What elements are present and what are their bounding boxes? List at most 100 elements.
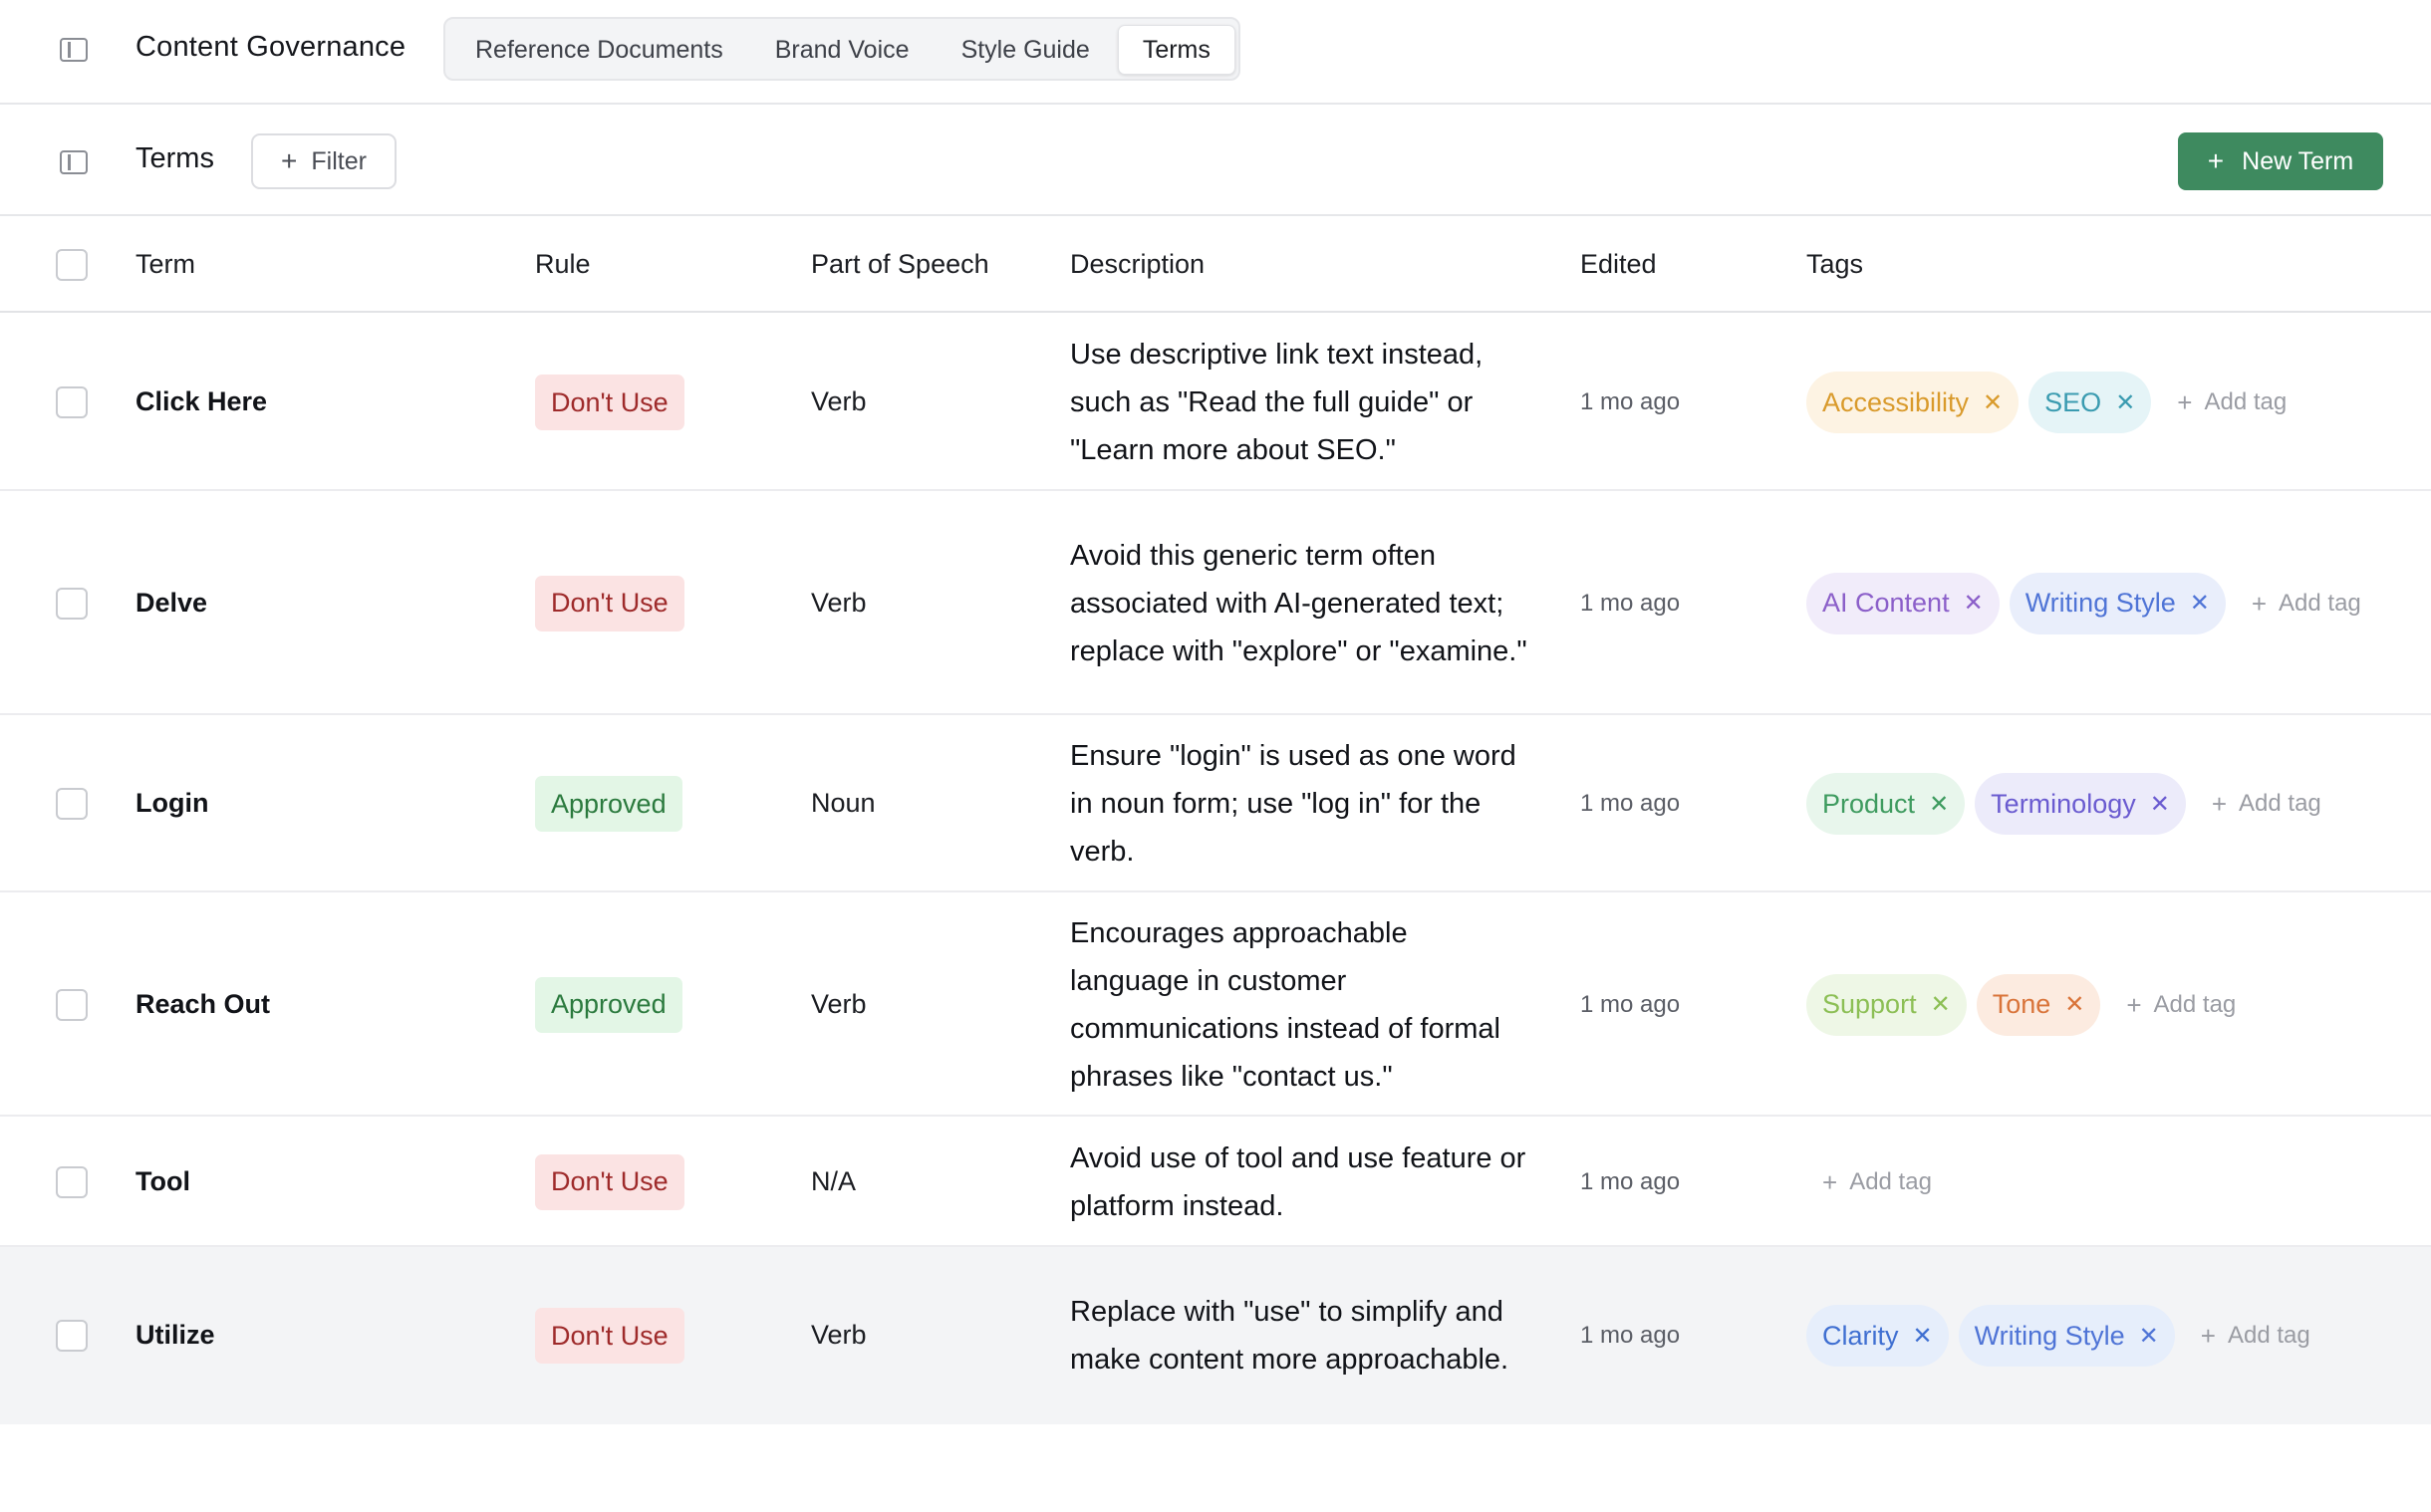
rule-badge: Approved — [535, 776, 682, 832]
table-row[interactable]: Click Here Don't Use Verb Use descriptive l… — [0, 314, 2431, 491]
sidebar-toggle-icon[interactable] — [60, 38, 88, 62]
column-header-tags[interactable]: Tags — [1806, 249, 1864, 279]
term-name[interactable]: Utilize — [135, 1320, 215, 1350]
tag-list: Support ✕ Tone ✕ + Add tag — [1806, 892, 2404, 1117]
tag-label: Product — [1822, 788, 1916, 819]
description: Avoid use of tool and use feature or pla… — [1070, 1141, 1526, 1222]
add-tag-label: Add tag — [2239, 790, 2321, 817]
edited-time: 1 mo ago — [1580, 1322, 1681, 1349]
plus-icon: + — [2207, 145, 2225, 176]
term-name[interactable]: Delve — [135, 587, 208, 618]
column-header-description[interactable]: Description — [1070, 249, 1206, 279]
plus-icon: + — [2126, 989, 2142, 1020]
panel-toggle-icon[interactable] — [60, 150, 88, 174]
term-name[interactable]: Login — [135, 788, 209, 818]
table-row[interactable]: Utilize Don't Use Verb Replace with "use" t… — [0, 1247, 2431, 1424]
add-tag-button[interactable]: + Add tag — [2196, 773, 2337, 835]
tag-label: Accessibility — [1822, 386, 1970, 417]
rule-badge: Don't Use — [535, 375, 684, 430]
edited-time: 1 mo ago — [1580, 388, 1681, 415]
remove-tag-icon[interactable]: ✕ — [2115, 388, 2136, 416]
column-header-rule[interactable]: Rule — [535, 249, 591, 279]
tag-list: + Add tag — [1806, 1117, 2404, 1247]
tab-style-guide[interactable]: Style Guide — [960, 35, 1090, 64]
term-name[interactable]: Reach Out — [135, 988, 271, 1019]
new-term-label: New Term — [2242, 146, 2354, 175]
filter-label: Filter — [311, 146, 367, 175]
part-of-speech: Verb — [811, 587, 867, 618]
remove-tag-icon[interactable]: ✕ — [2149, 790, 2170, 818]
tag-label: AI Content — [1822, 588, 1950, 618]
remove-tag-icon[interactable]: ✕ — [1929, 790, 1950, 818]
term-name[interactable]: Tool — [135, 1165, 190, 1196]
tag-chip: Writing Style ✕ — [2009, 572, 2226, 634]
app-title: Content Governance — [135, 31, 406, 63]
plus-icon: + — [2200, 1321, 2216, 1351]
tag-chip: SEO ✕ — [2028, 372, 2152, 433]
remove-tag-icon[interactable]: ✕ — [2189, 590, 2210, 617]
page-title: Terms — [135, 142, 214, 174]
top-bar: Content Governance Reference Documents B… — [0, 0, 2431, 105]
remove-tag-icon[interactable]: ✕ — [1983, 388, 2004, 416]
table-row[interactable]: Login Approved Noun Ensure "login" is used … — [0, 715, 2431, 892]
part-of-speech: Noun — [811, 788, 876, 818]
add-tag-button[interactable]: + Add tag — [2236, 573, 2377, 634]
edited-time: 1 mo ago — [1580, 589, 1681, 617]
plus-icon: + — [281, 145, 298, 176]
description: Encourages approachable language in cust… — [1070, 916, 1500, 1093]
rule-badge: Approved — [535, 976, 682, 1033]
remove-tag-icon[interactable]: ✕ — [1963, 590, 1984, 617]
tag-chip: Product ✕ — [1806, 773, 1966, 835]
tag-chip: Tone ✕ — [1976, 973, 2101, 1036]
filter-button[interactable]: + Filter — [251, 133, 397, 189]
tag-label: Writing Style — [2025, 588, 2176, 618]
edited-time: 1 mo ago — [1580, 990, 1681, 1018]
tab-reference-documents[interactable]: Reference Documents — [475, 35, 723, 64]
column-header-term[interactable]: Term — [135, 249, 195, 279]
add-tag-button[interactable]: + Add tag — [2185, 1305, 2326, 1367]
tag-list: Accessibility ✕ SEO ✕ + Add tag — [1806, 314, 2404, 491]
tab-terms[interactable]: Terms — [1117, 25, 1235, 75]
part-of-speech: Verb — [811, 1320, 867, 1350]
tag-chip: Clarity ✕ — [1806, 1305, 1949, 1367]
select-all-checkbox[interactable] — [56, 249, 88, 281]
tag-label: Tone — [1992, 989, 2051, 1019]
part-of-speech: Verb — [811, 386, 867, 416]
table-row[interactable]: Delve Don't Use Verb Avoid this generic ter… — [0, 491, 2431, 715]
add-tag-button[interactable]: + Add tag — [2110, 974, 2252, 1036]
row-checkbox[interactable] — [56, 587, 88, 620]
rule-badge: Don't Use — [535, 1308, 684, 1364]
remove-tag-icon[interactable]: ✕ — [2064, 991, 2085, 1018]
row-checkbox[interactable] — [56, 988, 88, 1021]
plus-icon: + — [2177, 387, 2193, 417]
column-header-edited[interactable]: Edited — [1580, 249, 1657, 279]
tab-brand-voice[interactable]: Brand Voice — [774, 35, 910, 64]
add-tag-button[interactable]: + Add tag — [2161, 372, 2302, 433]
row-checkbox[interactable] — [56, 788, 88, 820]
term-name[interactable]: Click Here — [135, 386, 268, 416]
remove-tag-icon[interactable]: ✕ — [1912, 1322, 1933, 1350]
add-tag-label: Add tag — [1849, 1167, 1932, 1195]
table-row[interactable]: Reach Out Approved Verb Encourages approach… — [0, 892, 2431, 1117]
row-checkbox[interactable] — [56, 1320, 88, 1352]
tab-bar: Reference Documents Brand Voice Style Gu… — [443, 17, 1240, 81]
description: Avoid this generic term often associated… — [1070, 539, 1527, 667]
tag-label: Terminology — [1991, 788, 2136, 819]
edited-time: 1 mo ago — [1580, 1167, 1681, 1195]
row-checkbox[interactable] — [56, 1165, 88, 1198]
edited-time: 1 mo ago — [1580, 790, 1681, 817]
tag-chip: Terminology ✕ — [1975, 773, 2186, 835]
rule-badge: Don't Use — [535, 1153, 684, 1210]
new-term-button[interactable]: + New Term — [2178, 132, 2383, 190]
table-header: Term Rule Part of Speech Description Edi… — [0, 216, 2431, 313]
plus-icon: + — [2211, 789, 2228, 819]
column-header-part-of-speech[interactable]: Part of Speech — [811, 249, 989, 279]
row-checkbox[interactable] — [56, 386, 88, 418]
remove-tag-icon[interactable]: ✕ — [1930, 991, 1951, 1018]
table-row[interactable]: Tool Don't Use N/A Avoid use of tool and us… — [0, 1117, 2431, 1247]
tag-chip: AI Content ✕ — [1806, 572, 2000, 634]
tag-chip: Support ✕ — [1806, 973, 1967, 1036]
add-tag-button[interactable]: + Add tag — [1806, 1151, 1948, 1213]
remove-tag-icon[interactable]: ✕ — [2138, 1322, 2159, 1350]
plus-icon: + — [2251, 588, 2268, 619]
